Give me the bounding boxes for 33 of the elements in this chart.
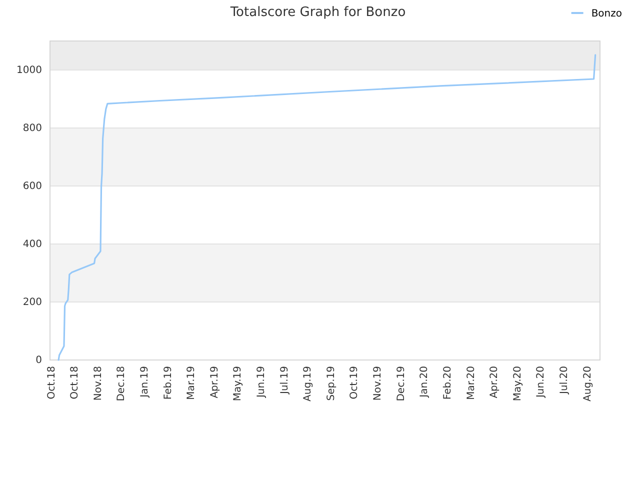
y-tick-label: 400 xyxy=(22,239,42,250)
x-tick-label: Mar.19 xyxy=(186,366,198,400)
x-tick-label: Aug.19 xyxy=(302,366,314,402)
x-tick-label: Jan.20 xyxy=(419,366,430,398)
x-tick-label: Oct.18 xyxy=(46,366,58,400)
y-tick-label: 0 xyxy=(36,355,42,366)
x-tick-label: Jan.19 xyxy=(139,366,150,398)
legend-label: Bonzo xyxy=(591,8,622,20)
x-tick-label: Feb.19 xyxy=(162,366,174,400)
x-tick-label: Jul.19 xyxy=(279,366,290,395)
x-tick-label: Aug.20 xyxy=(582,366,594,402)
x-tick-label: Jul.20 xyxy=(558,366,570,395)
x-tick-label: Dec.19 xyxy=(396,366,407,402)
x-tick-label: Apr.19 xyxy=(209,366,220,398)
x-tick-label: May.20 xyxy=(512,366,524,402)
x-tick-label: Oct.19 xyxy=(349,366,360,400)
y-tick-label: 200 xyxy=(22,297,42,308)
x-tick-label: Apr.20 xyxy=(489,366,500,398)
x-tick-label: May.19 xyxy=(232,366,244,402)
chart-title: Totalscore Graph for Bonzo xyxy=(229,5,406,20)
x-tick-label: Sep.19 xyxy=(326,366,337,401)
line-series xyxy=(58,54,596,361)
y-tick-label: 800 xyxy=(22,123,42,134)
x-tick-label: Jun.19 xyxy=(256,366,268,399)
x-tick-label: Nov.19 xyxy=(372,366,384,401)
y-tick-label: 1000 xyxy=(16,65,42,76)
y-tick-label: 600 xyxy=(22,181,42,192)
x-tick-label: Feb.20 xyxy=(442,366,454,400)
x-tick-label: Mar.20 xyxy=(466,366,477,400)
x-tick-label: Nov.18 xyxy=(92,366,104,401)
x-tick-label: Jun.20 xyxy=(536,366,547,399)
x-tick-label: Dec.18 xyxy=(116,366,128,402)
x-tick-label: Oct.18 xyxy=(70,366,81,400)
